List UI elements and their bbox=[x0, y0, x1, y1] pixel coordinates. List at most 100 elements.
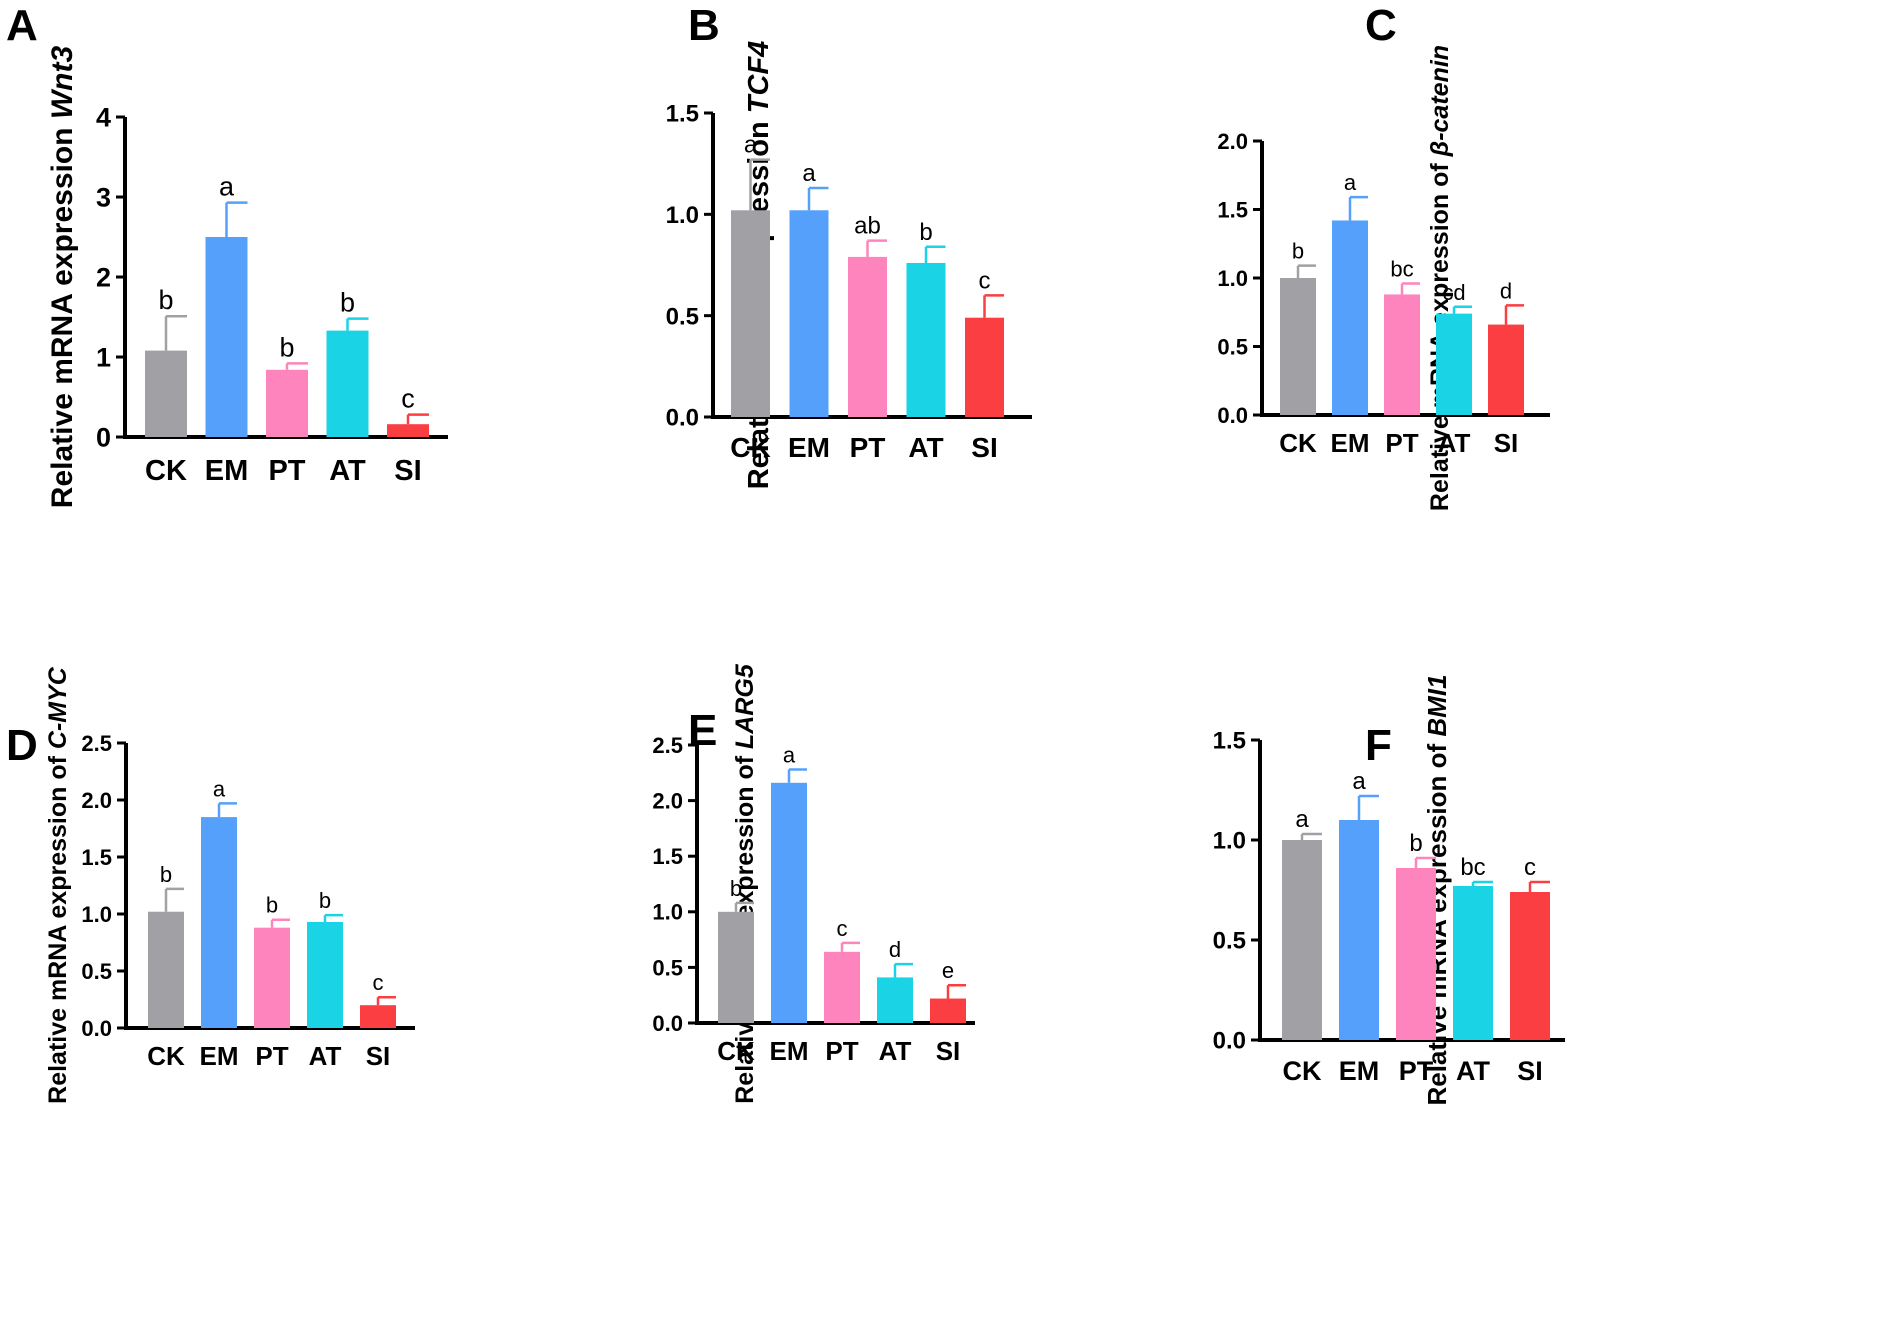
panel-e: E Relative mRNA expression of LARG5 0.0 0.5… bbox=[652, 663, 975, 1104]
y-tick-label: 1 bbox=[96, 343, 111, 373]
y-tick-label: 2.0 bbox=[652, 789, 683, 814]
x-tick-label-at: AT bbox=[908, 432, 943, 463]
y-tick-label: 0.5 bbox=[1213, 928, 1246, 955]
significance-label-at: bc bbox=[1460, 854, 1485, 881]
significance-label-pt: bc bbox=[1390, 256, 1413, 281]
significance-label-em: a bbox=[213, 776, 226, 801]
significance-label-si: c bbox=[401, 384, 415, 414]
y-axis-label-a: Relative mRNA expression Wnt3 bbox=[46, 46, 79, 509]
panel-letter-b: B bbox=[688, 1, 720, 50]
x-tick-label-si: SI bbox=[971, 432, 997, 463]
y-axis-label-d: Relative mRNA expression of C-MYC bbox=[44, 666, 72, 1104]
panel-letter-a: A bbox=[6, 1, 38, 50]
significance-label-em: a bbox=[219, 172, 235, 202]
bar-em bbox=[789, 210, 829, 417]
x-tick-label-em: EM bbox=[788, 432, 830, 463]
significance-label-pt: b bbox=[266, 893, 278, 918]
y-tick-label: 1.0 bbox=[81, 902, 112, 927]
y-tick-label: 0.0 bbox=[666, 405, 699, 432]
significance-label-ck: a bbox=[1295, 806, 1309, 833]
bar-pt bbox=[824, 951, 860, 1023]
x-tick-label-at: AT bbox=[329, 455, 366, 487]
significance-label-em: a bbox=[802, 160, 816, 187]
bar-ck bbox=[718, 911, 754, 1023]
significance-label-ck: b bbox=[1292, 239, 1304, 264]
y-tick-label: 2.5 bbox=[81, 731, 112, 756]
significance-label-si: e bbox=[942, 958, 954, 983]
panel-letter-e: E bbox=[688, 706, 717, 755]
y-axis-label-e: Relative mRNA expression of LARG5 bbox=[731, 663, 759, 1104]
y-tick-label: 3 bbox=[96, 183, 111, 213]
x-tick-label-ck: CK bbox=[1283, 1056, 1322, 1086]
x-tick-label-ck: CK bbox=[730, 432, 770, 463]
bar-em bbox=[771, 782, 807, 1023]
y-tick-label: 0.0 bbox=[652, 1011, 683, 1036]
x-tick-label-ck: CK bbox=[717, 1036, 755, 1066]
bar-si bbox=[965, 317, 1004, 417]
bar-at bbox=[906, 262, 946, 417]
bar-ck bbox=[731, 210, 770, 417]
x-tick-label-si: SI bbox=[366, 1041, 391, 1071]
x-tick-label-at: AT bbox=[879, 1036, 912, 1066]
bar-ck bbox=[1280, 278, 1316, 415]
significance-label-pt: ab bbox=[854, 213, 881, 240]
x-tick-label-pt: PT bbox=[1399, 1056, 1434, 1086]
x-tick-label-pt: PT bbox=[268, 455, 305, 487]
x-tick-label-pt: PT bbox=[825, 1036, 858, 1066]
significance-label-em: a bbox=[1344, 170, 1357, 195]
bar-at bbox=[307, 921, 343, 1028]
significance-label-at: d bbox=[889, 937, 901, 962]
y-tick-label: 0.0 bbox=[81, 1016, 112, 1041]
y-axis-label-gene: β-catenin bbox=[1426, 45, 1454, 157]
x-tick-label-si: SI bbox=[1517, 1056, 1543, 1086]
significance-label-si: d bbox=[1500, 278, 1512, 303]
bar-ck bbox=[145, 350, 187, 437]
y-tick-label: 2 bbox=[96, 263, 111, 293]
y-tick-label: 2.0 bbox=[81, 788, 112, 813]
significance-label-ck: b bbox=[730, 876, 742, 901]
y-tick-label: 1.0 bbox=[1217, 266, 1248, 291]
y-tick-label: 1.5 bbox=[652, 844, 683, 869]
x-tick-label-em: EM bbox=[205, 455, 249, 487]
bar-si bbox=[1488, 324, 1524, 415]
y-tick-label: 1.0 bbox=[666, 202, 699, 229]
y-tick-label: 1.5 bbox=[81, 845, 112, 870]
panel-letter-d: D bbox=[6, 721, 38, 770]
bar-at bbox=[1436, 313, 1472, 415]
y-tick-label: 0 bbox=[96, 423, 111, 453]
x-tick-label-pt: PT bbox=[1385, 428, 1418, 458]
y-tick-label: 4 bbox=[96, 103, 111, 133]
panel-f: F Relative mRNA expression of BMI10.00.51… bbox=[1213, 674, 1565, 1106]
x-tick-label-ck: CK bbox=[145, 455, 187, 487]
x-tick-label-si: SI bbox=[394, 455, 421, 487]
x-tick-label-em: EM bbox=[770, 1036, 809, 1066]
x-tick-label-at: AT bbox=[1438, 428, 1471, 458]
y-axis-label-gene: TCF4 bbox=[743, 41, 775, 114]
bar-at bbox=[1453, 886, 1493, 1040]
panel-letter-f: F bbox=[1365, 721, 1392, 770]
y-tick-label: 0.0 bbox=[1217, 403, 1248, 428]
bar-em bbox=[1339, 820, 1379, 1040]
y-tick-label: 0.5 bbox=[1217, 334, 1248, 359]
bar-si bbox=[360, 1005, 396, 1028]
bar-si bbox=[387, 424, 429, 437]
bar-em bbox=[1332, 220, 1368, 415]
significance-label-ck: b bbox=[158, 285, 173, 315]
x-tick-label-em: EM bbox=[200, 1041, 239, 1071]
x-tick-label-at: AT bbox=[1456, 1056, 1490, 1086]
x-tick-label-pt: PT bbox=[255, 1041, 288, 1071]
bar-em bbox=[201, 817, 237, 1028]
bar-pt bbox=[1384, 294, 1420, 415]
x-tick-label-em: EM bbox=[1331, 428, 1370, 458]
significance-label-si: c bbox=[373, 970, 384, 995]
significance-label-si: c bbox=[1524, 854, 1536, 881]
x-tick-label-ck: CK bbox=[1279, 428, 1317, 458]
significance-label-em: a bbox=[1352, 768, 1366, 795]
x-tick-label-si: SI bbox=[936, 1036, 961, 1066]
y-tick-label: 0.0 bbox=[1213, 1028, 1246, 1055]
bar-at bbox=[326, 330, 369, 437]
significance-label-at: b bbox=[340, 288, 355, 318]
